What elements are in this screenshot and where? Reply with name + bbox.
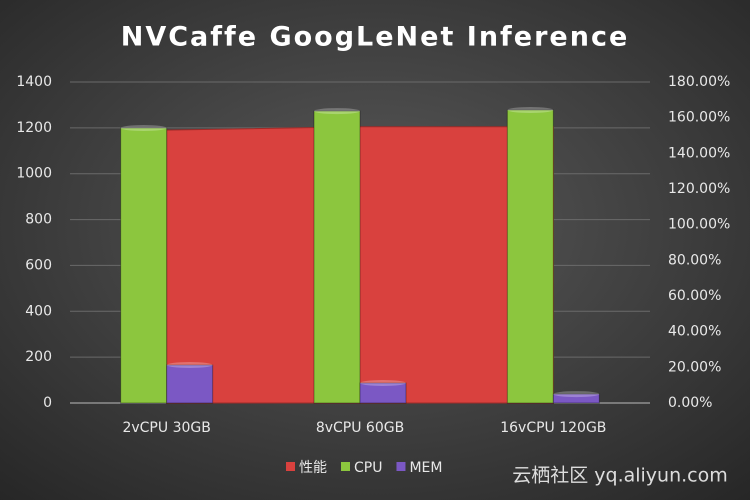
y2-tick-label: 160.00% bbox=[668, 110, 730, 126]
bar-top bbox=[553, 391, 600, 398]
bar-top bbox=[120, 125, 167, 132]
x-tick-label: 8vCPU 60GB bbox=[316, 420, 404, 436]
y-tick-label: 800 bbox=[25, 212, 52, 228]
x-tick-label: 16vCPU 120GB bbox=[500, 420, 606, 436]
y2-tick-label: 80.00% bbox=[668, 252, 721, 268]
watermark: 云栖社区 yq.aliyun.com bbox=[512, 465, 728, 487]
chart-title: NVCaffe GoogLeNet Inference bbox=[121, 22, 630, 53]
bar bbox=[506, 109, 554, 404]
bar-top bbox=[314, 108, 360, 115]
legend-label: MEM bbox=[409, 460, 442, 476]
y2-tick-label: 120.00% bbox=[668, 181, 730, 197]
legend-swatch bbox=[341, 462, 350, 471]
y-tick-label: 0 bbox=[43, 395, 52, 411]
y-tick-label: 1400 bbox=[16, 74, 52, 90]
bar-top bbox=[360, 380, 406, 387]
bar bbox=[359, 382, 407, 404]
y2-tick-label: 100.00% bbox=[668, 217, 730, 233]
y-tick-label: 400 bbox=[25, 303, 52, 319]
bar-top bbox=[507, 106, 554, 113]
legend-swatch bbox=[396, 462, 406, 471]
y-tick-label: 1000 bbox=[16, 166, 52, 182]
bar bbox=[166, 364, 214, 404]
bar bbox=[552, 393, 600, 404]
bar-top bbox=[166, 362, 213, 369]
y2-tick-label: 140.00% bbox=[668, 145, 730, 161]
y2-tick-label: 60.00% bbox=[668, 288, 721, 304]
y2-tick-label: 40.00% bbox=[668, 324, 721, 340]
bar bbox=[120, 127, 168, 404]
y2-tick-label: 20.00% bbox=[668, 359, 721, 375]
x-tick-label: 2vCPU 30GB bbox=[122, 420, 210, 436]
legend-swatch bbox=[286, 462, 295, 471]
y2-tick-label: 180.00% bbox=[668, 74, 730, 90]
legend-label: CPU bbox=[354, 460, 382, 476]
y-tick-label: 600 bbox=[25, 257, 52, 273]
y-tick-label: 1200 bbox=[16, 120, 52, 136]
y2-tick-label: 0.00% bbox=[668, 395, 712, 411]
legend-label: 性能 bbox=[299, 460, 327, 476]
y-tick-label: 200 bbox=[25, 349, 52, 365]
bar bbox=[313, 110, 361, 404]
